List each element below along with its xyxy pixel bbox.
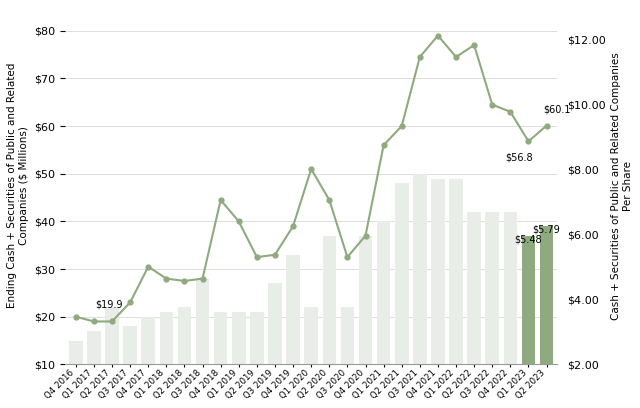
Text: $5.79: $5.79 (532, 224, 561, 234)
Bar (196, 279, 209, 364)
Y-axis label: Ending Cash + Securities of Public and Related
Companies ($ Millions): Ending Cash + Securities of Public and R… (7, 63, 29, 308)
Bar (467, 212, 481, 364)
Bar (286, 255, 300, 364)
Bar (413, 174, 427, 364)
Bar (340, 307, 354, 364)
Text: $60.1: $60.1 (543, 104, 570, 114)
Bar (323, 236, 336, 364)
Bar (540, 226, 554, 364)
Bar (504, 212, 517, 364)
Y-axis label: Cash + Securities of Public and Related Companies
Per Share: Cash + Securities of Public and Related … (611, 52, 633, 319)
Bar (69, 341, 83, 364)
Bar (395, 183, 408, 364)
Bar (449, 179, 463, 364)
Bar (232, 312, 246, 364)
Bar (522, 236, 535, 364)
Bar (377, 222, 390, 364)
Bar (305, 307, 318, 364)
Text: $56.8: $56.8 (506, 152, 533, 162)
Bar (159, 312, 173, 364)
Bar (486, 212, 499, 364)
Bar (250, 312, 264, 364)
Bar (214, 312, 227, 364)
Text: $5.48: $5.48 (515, 234, 542, 244)
Bar (431, 179, 445, 364)
Bar (124, 326, 137, 364)
Bar (358, 236, 372, 364)
Bar (141, 317, 155, 364)
Bar (87, 331, 100, 364)
Bar (178, 307, 191, 364)
Bar (268, 283, 282, 364)
Bar (105, 307, 119, 364)
Text: $19.9: $19.9 (96, 299, 124, 310)
